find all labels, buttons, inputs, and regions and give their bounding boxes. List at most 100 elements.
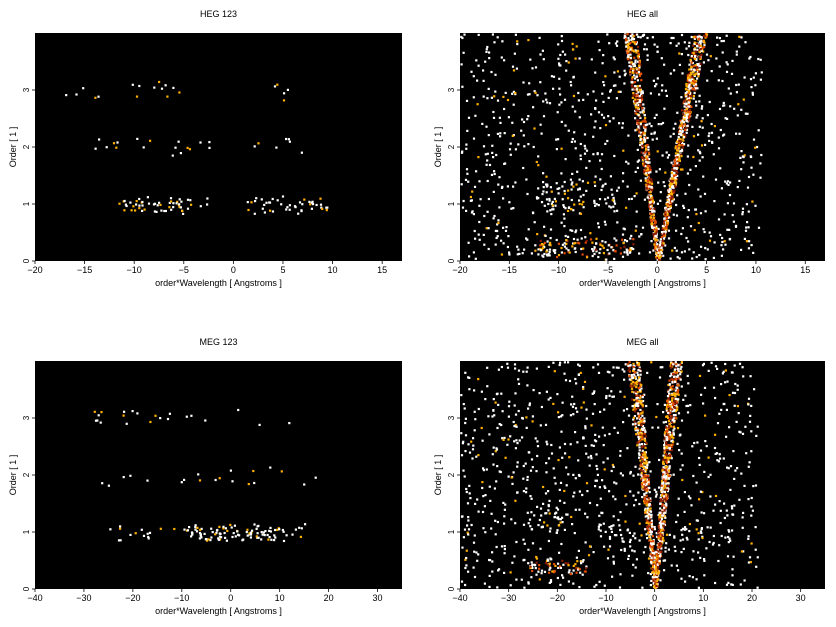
heatmap-cell: [643, 43, 647, 46]
heatmap-cell: [493, 214, 496, 218]
heatmap-cell: [571, 405, 575, 408]
heatmap-cell: [708, 132, 711, 135]
heatmap-cell: [461, 546, 464, 549]
heatmap-cell: [577, 91, 580, 95]
heatmap-cell: [628, 72, 632, 75]
heatmap-cell: [594, 485, 597, 488]
heatmap-cell: [701, 117, 704, 120]
heatmap-cell: [621, 540, 624, 543]
heatmap-cell: [204, 419, 207, 422]
heatmap-cell: [623, 395, 626, 398]
heatmap-cell: [641, 411, 644, 414]
heatmap-cell: [596, 467, 599, 471]
heatmap-cell: [641, 120, 644, 123]
heatmap-cell: [660, 231, 664, 234]
heatmap-cell: [618, 75, 621, 78]
heatmap-cell: [723, 402, 726, 406]
heatmap-cell: [575, 229, 578, 232]
heatmap-cell: [253, 481, 256, 485]
heatmap-cell: [664, 488, 667, 491]
heatmap-cell: [633, 69, 636, 72]
heatmap-cell: [630, 47, 633, 50]
heatmap-cell: [557, 516, 560, 519]
heatmap-cell: [663, 107, 666, 110]
heatmap-cell: [507, 405, 511, 408]
heatmap-cell: [724, 536, 727, 539]
heatmap-cell: [300, 151, 303, 154]
heatmap-cell: [680, 370, 683, 373]
heatmap-cell: [271, 210, 275, 213]
heatmap-cell: [515, 578, 518, 581]
heatmap-cell: [642, 124, 645, 127]
heatmap-cell: [226, 529, 229, 532]
heatmap-cell: [602, 444, 605, 447]
heatmap-cell: [615, 239, 618, 242]
heatmap-cell: [658, 562, 661, 565]
heatmap-cell: [475, 170, 478, 173]
heatmap-cell: [628, 251, 631, 254]
x-axis-label: order*Wavelength [ Angstroms ]: [579, 278, 706, 288]
heatmap-cell: [693, 48, 696, 51]
heatmap-cell: [646, 168, 650, 171]
heatmap-cell: [594, 204, 597, 207]
heatmap-cell: [546, 443, 549, 446]
heatmap-cell: [657, 426, 660, 429]
heatmap-cell: [549, 237, 552, 240]
heatmap-cell: [177, 140, 180, 143]
heatmap-cell: [463, 407, 466, 410]
heatmap-cell: [757, 129, 760, 132]
heatmap-cell: [658, 93, 661, 96]
heatmap-cell: [254, 200, 257, 203]
heatmap-cell: [653, 566, 656, 569]
heatmap-cell: [648, 502, 651, 506]
heatmap-cell: [677, 363, 680, 366]
heatmap-cell: [642, 453, 645, 456]
heatmap-cell: [688, 74, 691, 77]
heatmap-cell: [694, 87, 697, 90]
heatmap-cell: [529, 58, 532, 61]
heatmap-cell: [655, 170, 658, 173]
heatmap-cell: [680, 577, 683, 580]
heatmap-cell: [568, 456, 571, 459]
heatmap-cell: [501, 185, 504, 188]
heatmap-cell: [623, 245, 626, 248]
heatmap-cell: [676, 514, 679, 517]
heatmap-cell: [671, 385, 674, 388]
heatmap-cell: [688, 248, 691, 251]
heatmap-cell: [546, 240, 549, 243]
heatmap-cell: [635, 399, 638, 402]
heatmap-cell: [206, 197, 209, 200]
chart-title: HEG all: [627, 9, 658, 19]
heatmap-cell: [587, 456, 590, 459]
heatmap-cell: [721, 51, 724, 54]
heatmap-cell: [674, 378, 677, 381]
heatmap-cell: [612, 465, 615, 468]
heatmap-cell: [645, 500, 648, 503]
heatmap-cell: [132, 205, 135, 208]
heatmap-cell: [698, 50, 701, 53]
heatmap-cell: [131, 83, 134, 86]
heatmap-cell: [575, 45, 578, 48]
heatmap-cell: [656, 243, 659, 246]
heatmap-cell: [581, 573, 584, 576]
heatmap-cell: [557, 138, 560, 141]
heatmap-cell: [667, 469, 671, 472]
heatmap-cell: [663, 467, 667, 470]
heatmap-cell: [281, 195, 285, 198]
heatmap-cell: [667, 477, 670, 480]
heatmap-cell: [641, 405, 644, 409]
heatmap-cell: [643, 157, 646, 160]
heatmap-cell: [735, 83, 738, 87]
heatmap-cell: [578, 199, 581, 202]
heatmap-cell: [712, 153, 715, 156]
heatmap-cell: [606, 387, 609, 390]
heatmap-cell: [747, 175, 751, 179]
heatmap-cell: [541, 244, 544, 247]
heatmap-cell: [675, 364, 678, 367]
heatmap-cell: [155, 210, 158, 213]
heatmap-cell: [707, 475, 710, 479]
heatmap-cell: [683, 136, 686, 139]
heatmap-cell: [626, 33, 629, 36]
heatmap-cell: [515, 425, 518, 428]
heatmap-cell: [633, 532, 636, 535]
